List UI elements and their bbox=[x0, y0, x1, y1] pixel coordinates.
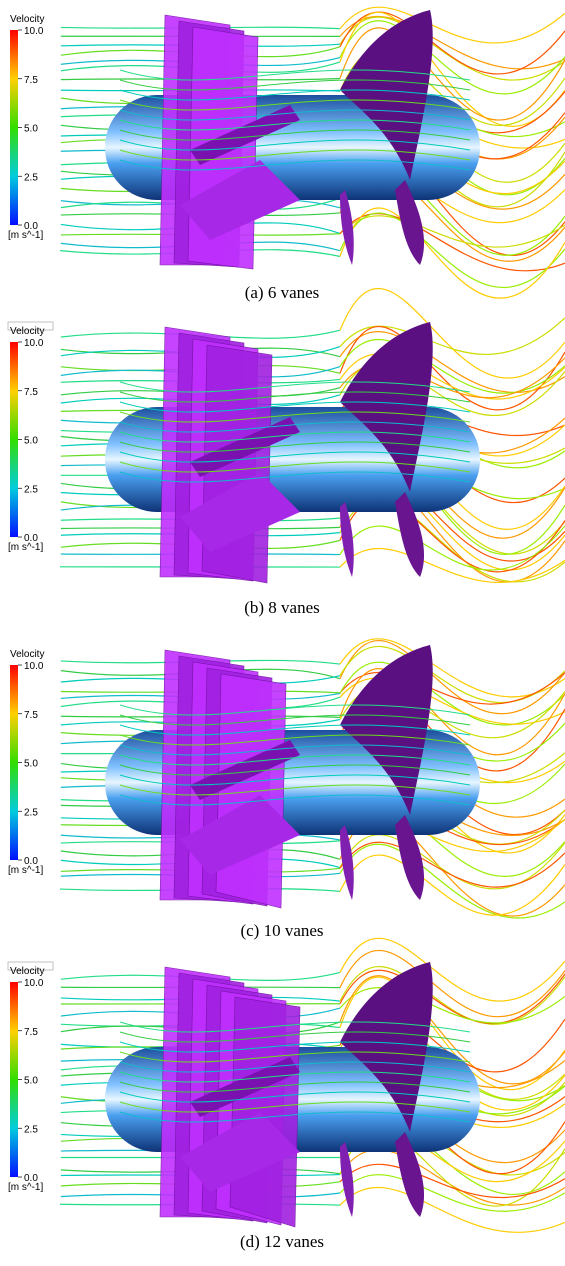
streamline bbox=[340, 1187, 565, 1232]
panel: Velocity10.07.55.02.50.0[m s^-1] bbox=[6, 7, 565, 298]
colorbar bbox=[10, 30, 18, 225]
colorbar-label: 7.5 bbox=[24, 387, 38, 398]
streamline bbox=[340, 1164, 565, 1197]
colorbar-label: 5.0 bbox=[24, 436, 38, 447]
streamline bbox=[340, 855, 565, 915]
colorbar-label: 10.0 bbox=[24, 338, 44, 349]
colorbar-label: 5.0 bbox=[24, 759, 38, 770]
streamline bbox=[340, 938, 565, 1001]
caption: (c) 10 vanes bbox=[240, 921, 323, 940]
vane bbox=[230, 997, 300, 1227]
legend-unit: [m s^-1] bbox=[8, 1182, 43, 1193]
blade bbox=[340, 190, 354, 265]
colorbar-label: 2.5 bbox=[24, 1124, 38, 1135]
colorbar-label: 7.5 bbox=[24, 1027, 38, 1038]
legend-unit: [m s^-1] bbox=[8, 230, 43, 241]
legend-title: Velocity bbox=[10, 14, 44, 25]
colorbar bbox=[10, 982, 18, 1177]
colorbar-label: 7.5 bbox=[24, 75, 38, 86]
colorbar-label: 10.0 bbox=[24, 661, 44, 672]
caption: (d) 12 vanes bbox=[240, 1232, 324, 1251]
colorbar-label: 10.0 bbox=[24, 26, 44, 37]
legend-title: Velocity bbox=[10, 649, 44, 660]
streamline bbox=[340, 213, 565, 287]
streamline bbox=[340, 318, 565, 355]
streamline bbox=[340, 1150, 565, 1206]
colorbar-label: 7.5 bbox=[24, 710, 38, 721]
colorbar-label: 5.0 bbox=[24, 124, 38, 135]
legend-unit: [m s^-1] bbox=[8, 865, 43, 876]
colorbar-label: 5.0 bbox=[24, 1076, 38, 1087]
streamline bbox=[340, 548, 565, 582]
colorbar bbox=[10, 342, 18, 537]
colorbar-label: 2.5 bbox=[24, 172, 38, 183]
colorbar-label: 2.5 bbox=[24, 807, 38, 818]
colorbar-label: 2.5 bbox=[24, 484, 38, 495]
legend-title: Velocity bbox=[10, 966, 44, 977]
streamline bbox=[340, 208, 565, 298]
colorbar-label: 10.0 bbox=[24, 978, 44, 989]
caption: (a) 6 vanes bbox=[245, 283, 320, 302]
colorbar bbox=[10, 665, 18, 860]
figure: Velocity10.07.55.02.50.0[m s^-1](a) 6 va… bbox=[0, 0, 565, 1266]
legend-unit: [m s^-1] bbox=[8, 542, 43, 553]
caption: (b) 8 vanes bbox=[244, 598, 320, 617]
legend-title: Velocity bbox=[10, 326, 44, 337]
